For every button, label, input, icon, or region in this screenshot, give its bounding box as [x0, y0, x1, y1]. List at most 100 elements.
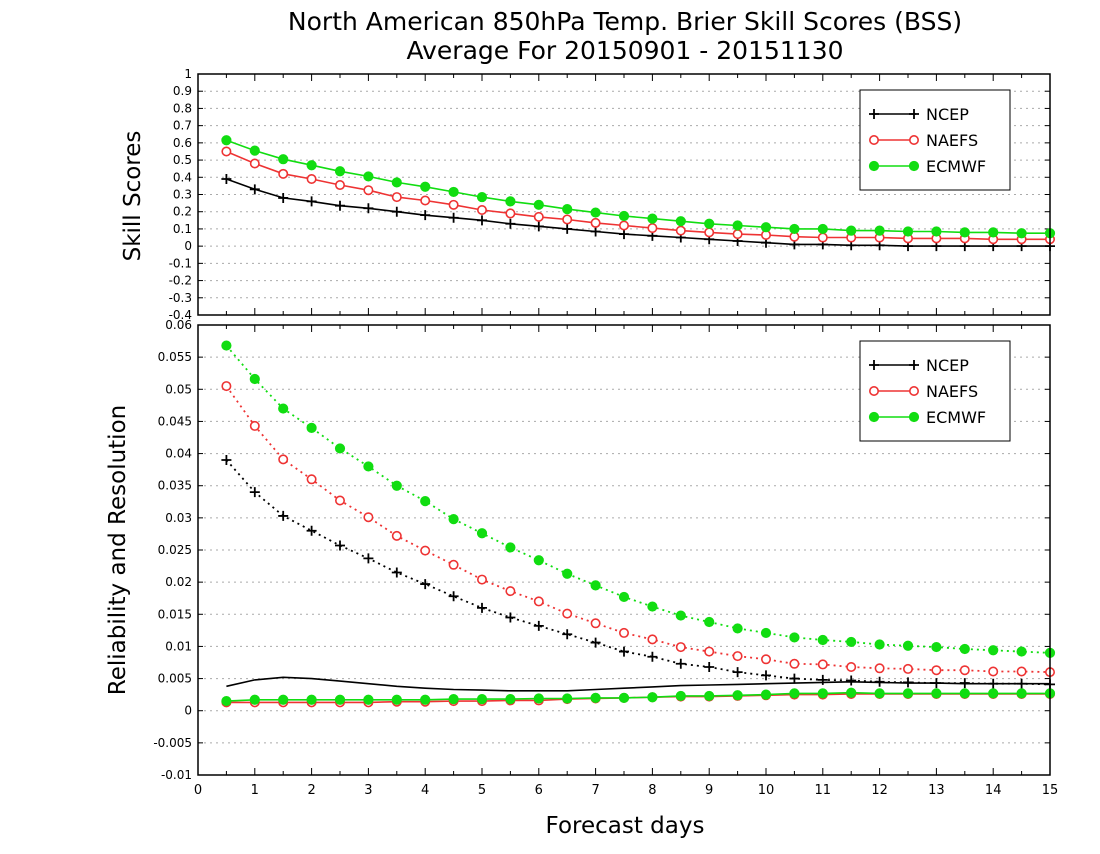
data-point-naefs: [476, 574, 487, 585]
plot-layer: -0.4 -0.3 -0.2 -0.1 0 0.1 0.2 0.3 0.4 0.5 0.6 0.7 0.…: [153, 67, 1058, 798]
bottom-panel: -0.01 -0.005 0 0.005 0.01 0.015 0.02 0.025 0.03 0…: [153, 318, 1058, 798]
data-point-ncep: [761, 670, 771, 681]
data-point-ecmwf: [902, 688, 914, 699]
bottom-ytick-label: 0.02: [165, 575, 192, 589]
data-point-naefs: [278, 168, 289, 179]
top-ytick-label: 1: [184, 67, 192, 81]
x-tick-label: 10: [758, 783, 775, 798]
top-plot-frame: [197, 73, 1051, 316]
data-point-ecmwf: [363, 171, 374, 182]
data-point-ecmwf: [959, 227, 970, 238]
series-line-ecmwf: [226, 691, 1050, 702]
data-point-ecmwf: [817, 688, 828, 699]
data-point-ncep: [363, 553, 374, 564]
data-point-naefs: [533, 596, 544, 607]
data-point-ecmwf: [448, 694, 459, 705]
data-point-ncep: [732, 667, 743, 678]
series-line-ncep: [225, 459, 1051, 686]
data-point-ecmwf: [562, 568, 573, 579]
data-point-naefs: [420, 195, 431, 206]
bottom-ytick-label: 0.01: [165, 639, 192, 653]
data-point-ncep: [562, 223, 573, 234]
data-point-ecmwf: [476, 191, 488, 203]
series-ecmwf-reliability: [221, 687, 1056, 707]
data-point-ncep: [619, 646, 629, 657]
series-line-ncep: [226, 676, 1050, 692]
data-point-naefs: [448, 199, 459, 210]
series-ecmwf: [221, 135, 1056, 239]
data-point-ecmwf: [732, 623, 743, 634]
x-tick-label: 8: [648, 783, 656, 798]
data-point-naefs: [846, 661, 857, 672]
data-point-ecmwf: [249, 694, 260, 705]
data-point-naefs: [959, 665, 970, 676]
bottom-y-axis-title: Reliability and Resolution: [105, 405, 131, 695]
bottom-ytick-label: 0: [184, 704, 192, 718]
bottom-ytick-label: 0.05: [165, 382, 192, 396]
data-point-ecmwf: [278, 154, 289, 165]
data-point-ecmwf: [959, 688, 970, 699]
data-point-ncep: [448, 212, 459, 223]
legend-label-ncep: NCEP: [926, 105, 969, 124]
data-point-naefs: [249, 158, 260, 169]
data-point-ecmwf: [704, 690, 715, 702]
data-point-ecmwf: [846, 636, 857, 648]
top-ytick-label: 0: [184, 239, 192, 253]
data-point-ecmwf: [221, 695, 232, 707]
top-y-axis-title: Skill Scores: [120, 131, 146, 262]
x-tick-label: 12: [871, 783, 888, 798]
data-point-ecmwf: [874, 639, 885, 650]
data-point-naefs: [732, 651, 743, 662]
bottom-legend: NCEP NAEFS ECMWF: [859, 340, 1011, 442]
data-point-ecmwf: [931, 226, 942, 237]
data-point-ecmwf: [476, 694, 488, 705]
data-point-naefs: [1016, 666, 1027, 677]
data-point-naefs: [789, 658, 800, 669]
data-point-naefs: [306, 474, 317, 485]
data-point-naefs: [278, 454, 289, 465]
bottom-ytick-label: 0.04: [165, 447, 192, 461]
legend-label-ncep: NCEP: [926, 356, 969, 375]
data-point-naefs: [306, 174, 317, 185]
series-naefs-resolution: [221, 381, 1056, 678]
x-tick-label: 7: [591, 783, 599, 798]
data-point-ncep: [505, 218, 516, 229]
data-point-ecmwf: [391, 694, 402, 705]
data-point-ecmwf: [249, 145, 260, 156]
data-point-naefs: [817, 232, 828, 243]
data-point-ecmwf: [789, 223, 800, 235]
data-point-ecmwf: [476, 528, 488, 539]
data-point-ecmwf: [278, 403, 289, 414]
x-tick-label: 9: [705, 783, 713, 798]
data-point-ecmwf: [306, 694, 317, 705]
top-panel: -0.4 -0.3 -0.2 -0.1 0 0.1 0.2 0.3 0.4 0.5 0.6 0.7 0.…: [169, 67, 1056, 322]
data-point-ncep: [306, 196, 317, 207]
x-tick-label: 15: [1042, 783, 1059, 798]
legend-marker-naefs: [908, 135, 919, 146]
data-point-ecmwf: [590, 692, 601, 703]
data-point-ecmwf: [420, 181, 431, 192]
data-point-ecmwf: [420, 694, 431, 705]
top-ytick-label: -0.2: [169, 274, 192, 288]
data-point-ecmwf: [959, 643, 970, 655]
data-point-ncep: [505, 612, 516, 623]
data-point-ecmwf: [505, 694, 516, 705]
x-tick-label: 4: [421, 783, 429, 798]
data-point-ecmwf: [675, 216, 686, 227]
bottom-ytick-label: 0.005: [158, 672, 192, 686]
bottom-ytick-label: 0.025: [158, 543, 192, 557]
x-tick-label: 1: [251, 783, 259, 798]
data-point-ecmwf: [562, 693, 573, 704]
data-point-ncep: [278, 192, 289, 203]
x-tick-label: 13: [928, 783, 945, 798]
data-point-naefs: [221, 381, 232, 392]
data-point-naefs: [732, 229, 743, 240]
legend-label-ecmwf: ECMWF: [926, 157, 986, 176]
data-point-naefs: [476, 204, 487, 215]
bottom-ytick-label: -0.01: [161, 768, 192, 782]
data-point-ecmwf: [533, 199, 544, 210]
data-point-naefs: [363, 512, 374, 523]
top-ytick-label: -0.4: [169, 308, 192, 322]
